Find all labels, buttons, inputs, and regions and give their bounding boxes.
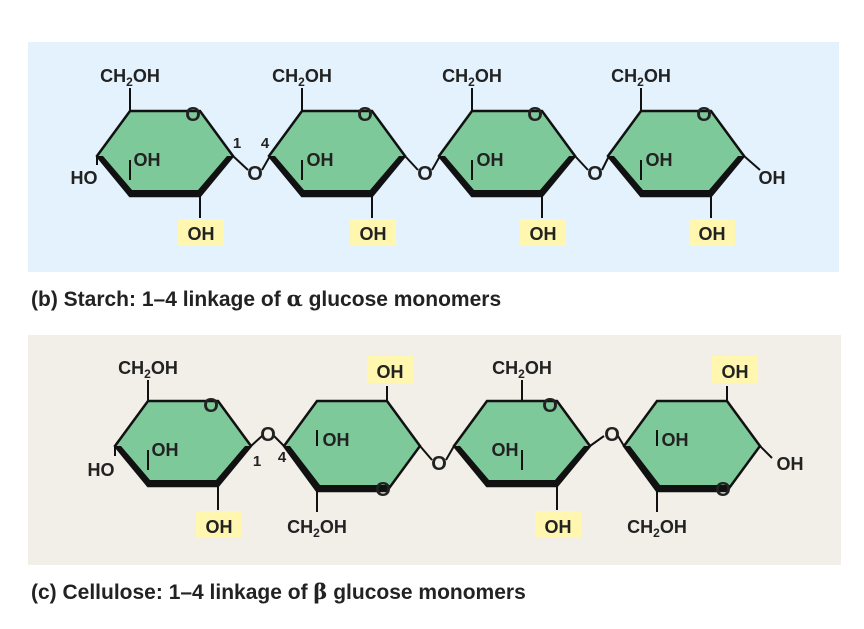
starch-inner-oh-2: OH xyxy=(307,150,334,170)
starch-ch2oh-4: CH2OH xyxy=(611,66,671,89)
starch-ring-o-2: O xyxy=(357,104,373,126)
cellulose-top-oh-4: OH xyxy=(722,362,749,382)
starch-caption-greek: α xyxy=(286,286,303,311)
cellulose-bottom-oh-1: OH xyxy=(206,517,233,537)
starch-inner-oh-1: OH xyxy=(134,150,161,170)
starch-ch2oh-3: CH2OH xyxy=(442,66,502,89)
cellulose-ring-3 xyxy=(452,399,592,488)
starch-caption-suffix: glucose monomers xyxy=(302,288,502,311)
starch-link-o-2: O xyxy=(417,163,433,185)
starch-ring-4 xyxy=(606,109,746,198)
starch-ch2oh-2: CH2OH xyxy=(272,66,332,89)
cellulose-link-o-3: O xyxy=(604,424,620,446)
starch-inner-oh-4: OH xyxy=(646,150,673,170)
starch-bottom-oh-2: OH xyxy=(360,224,387,244)
starch-molecule: CH2OH CH2OH CH2OH CH2OH O O O O OH OH OH… xyxy=(71,66,786,246)
cellulose-ring-o-4: O xyxy=(715,479,731,501)
starch-caption: (b) Starch: 1–4 linkage of α glucose mon… xyxy=(31,286,501,312)
cellulose-inner-oh-1: OH xyxy=(152,440,179,460)
cellulose-inner-oh-3: OH xyxy=(492,440,519,460)
cellulose-highlight-bottom-2 xyxy=(535,511,581,538)
starch-ring-o-4: O xyxy=(696,104,712,126)
cellulose-ring-o-1: O xyxy=(203,395,219,417)
starch-caption-prefix: (b) Starch: 1–4 linkage of xyxy=(31,288,287,311)
starch-highlight-4 xyxy=(689,219,735,246)
starch-bottom-oh-1: OH xyxy=(188,224,215,244)
cellulose-ch2oh-1: CH2OH xyxy=(118,358,178,381)
starch-ring-3 xyxy=(437,109,577,198)
cellulose-caption-greek: β xyxy=(313,579,328,604)
starch-carbon-4-label: 4 xyxy=(261,135,270,152)
starch-ring-1 xyxy=(95,109,235,198)
starch-bottom-oh-3: OH xyxy=(530,224,557,244)
cellulose-bonds xyxy=(114,380,773,512)
cellulose-caption: (c) Cellulose: 1–4 linkage of β glucose … xyxy=(31,579,526,605)
starch-carbon-1-label: 1 xyxy=(233,135,241,152)
starch-ring-o-1: O xyxy=(185,104,201,126)
cellulose-ring-1 xyxy=(113,399,253,488)
starch-ring-2 xyxy=(267,109,407,198)
starch-link-o-1: O xyxy=(247,163,263,185)
cellulose-ring-o-2: O xyxy=(375,479,391,501)
starch-bonds xyxy=(96,88,761,218)
cellulose-ring-4 xyxy=(622,399,762,493)
cellulose-ring-o-3: O xyxy=(542,395,558,417)
starch-ring-o-3: O xyxy=(527,104,543,126)
cellulose-caption-suffix: glucose monomers xyxy=(327,581,526,604)
cellulose-highlight-top-1 xyxy=(367,356,413,383)
cellulose-highlight-bottom-1 xyxy=(196,511,242,538)
cellulose-carbon-1-label: 1 xyxy=(253,453,261,470)
cellulose-link-o-2: O xyxy=(431,453,447,475)
cellulose-ch2oh-3: CH2OH xyxy=(492,358,552,381)
cellulose-link-o-1: O xyxy=(260,424,276,446)
cellulose-carbon-4-label: 4 xyxy=(278,449,287,466)
cellulose-ring-2 xyxy=(282,399,422,493)
starch-link-o-3: O xyxy=(587,163,603,185)
starch-highlight-3 xyxy=(520,219,566,246)
starch-highlight-2 xyxy=(350,219,396,246)
cellulose-molecule: CH2OH CH2OH CH2OH CH2OH OH OH O O O O OH… xyxy=(88,356,804,540)
starch-oh-right: OH xyxy=(759,168,786,188)
cellulose-ch2oh-4: CH2OH xyxy=(627,517,687,540)
cellulose-ho-left: HO xyxy=(88,460,115,480)
starch-ho-left: HO xyxy=(71,168,98,188)
cellulose-bottom-oh-3: OH xyxy=(545,517,572,537)
cellulose-highlight-top-2 xyxy=(712,356,758,383)
starch-bottom-oh-4: OH xyxy=(699,224,726,244)
cellulose-ch2oh-2: CH2OH xyxy=(287,517,347,540)
cellulose-inner-oh-4: OH xyxy=(662,430,689,450)
cellulose-inner-oh-2: OH xyxy=(323,430,350,450)
starch-ch2oh-1: CH2OH xyxy=(100,66,160,89)
cellulose-caption-prefix: (c) Cellulose: 1–4 linkage of xyxy=(31,581,314,604)
starch-highlight-1 xyxy=(178,219,224,246)
cellulose-oh-right: OH xyxy=(777,454,804,474)
starch-inner-oh-3: OH xyxy=(477,150,504,170)
cellulose-top-oh-2: OH xyxy=(377,362,404,382)
